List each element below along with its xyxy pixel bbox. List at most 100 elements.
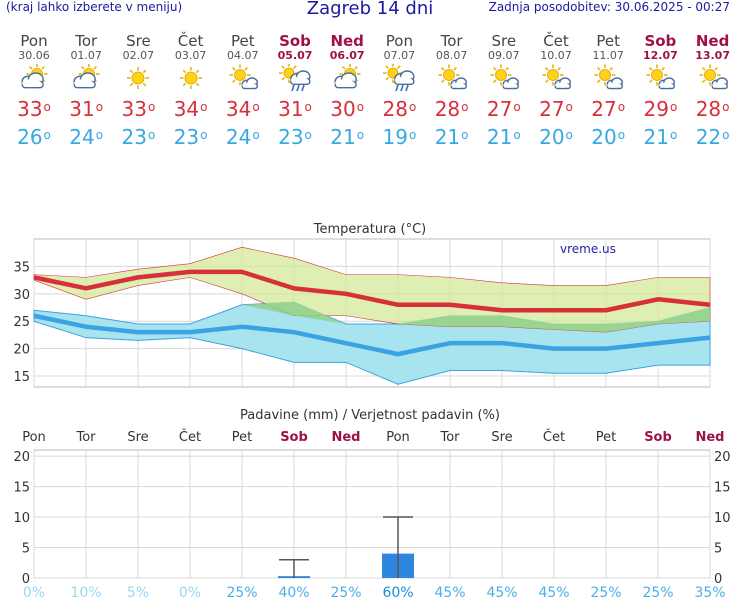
max-temp-line-point: [501, 309, 503, 311]
precip-probability: 10%: [70, 585, 101, 600]
weekday-label: Sob: [280, 430, 308, 445]
day-name: Pon: [20, 32, 48, 50]
max-temp: 30o: [330, 97, 365, 121]
sun-small-cloud-icon: [699, 64, 728, 90]
sun-small-cloud-icon: [229, 64, 258, 90]
partly-cloudy-icon: [334, 64, 361, 89]
day-date: 04.07: [227, 49, 259, 62]
day-name: Pet: [230, 32, 255, 50]
min-temp-line-point: [33, 315, 35, 317]
precip-probability: 45%: [434, 585, 465, 600]
sun-small-cloud-icon: [646, 64, 676, 90]
temperature-chart-title: Temperatura (°C): [313, 222, 426, 237]
temp-y-tick: 20: [13, 343, 30, 358]
max-temp: 27o: [486, 97, 521, 121]
precip-probability: 25%: [226, 585, 257, 600]
max-temp: 27o: [539, 97, 573, 121]
min-temp: 20o: [539, 125, 573, 149]
max-temp: 31o: [69, 97, 104, 121]
day-column: Pon 07.07 28o 19o: [373, 33, 425, 148]
day-column: Čet 03.07 34o 23o: [165, 33, 217, 148]
day-name: Ned: [330, 32, 364, 50]
day-column: Čet 10.07 27o 20o: [530, 33, 582, 148]
day-column: Ned 13.07 28o 22o: [687, 33, 739, 148]
day-column: Sob 05.07 31o 23o: [269, 33, 321, 148]
max-temp-line-point: [449, 304, 451, 306]
day-column: Tor 08.07 28o 21o: [426, 33, 478, 148]
sun-small-cloud-icon: [542, 64, 571, 90]
day-date: 30.06: [18, 49, 50, 62]
min-temp-line-point: [397, 353, 399, 355]
sun-small-cloud-icon: [490, 64, 519, 90]
sun-cloud-rain-icon: [383, 64, 415, 92]
max-temp-line-point: [189, 271, 191, 273]
min-temp-line-point: [85, 326, 87, 328]
min-temp: 24o: [225, 125, 260, 149]
day-column: Sob 12.07 29o 21o: [634, 33, 686, 148]
day-date: 01.07: [70, 49, 102, 62]
precip-y-tick-left: 0: [22, 572, 30, 587]
day-date: 12.07: [642, 49, 678, 62]
day-date: 13.07: [695, 49, 730, 62]
precip-probability: 60%: [382, 585, 413, 600]
day-name: Čet: [543, 32, 569, 50]
max-temp: 28o: [695, 97, 730, 121]
precip-probability: 0%: [179, 585, 201, 600]
day-column: Pet 04.07 34o 24o: [217, 33, 269, 148]
day-column: Ned 06.07 30o 21o: [321, 33, 373, 148]
day-date: 10.07: [540, 49, 572, 62]
weekday-label: Pon: [386, 430, 410, 445]
max-temp-line-point: [345, 293, 347, 295]
weekday-label: Tor: [439, 430, 460, 445]
precip-y-tick-left: 5: [22, 542, 30, 557]
min-temp: 21o: [486, 125, 521, 149]
day-name: Tor: [440, 32, 463, 50]
min-temp-line-point: [709, 337, 711, 339]
precip-y-tick-left: 15: [13, 481, 30, 496]
min-temp-line-point: [605, 348, 607, 350]
min-temp: 21o: [643, 125, 678, 149]
day-date: 02.07: [122, 49, 155, 62]
day-column: Tor 01.07 31o 24o: [60, 33, 112, 148]
day-name: Sre: [491, 32, 517, 50]
temp-y-tick: 35: [13, 260, 30, 275]
day-name: Tor: [75, 32, 98, 50]
sun-icon: [179, 67, 202, 89]
max-temp-line-point: [85, 287, 87, 289]
day-name: Ned: [695, 32, 730, 50]
precipitation-chart: Padavine (mm) / Verjetnost padavin (%) Po…: [13, 408, 731, 600]
sun-small-cloud-icon: [438, 64, 467, 90]
precip-probability: 25%: [590, 585, 621, 600]
day-name: Pet: [596, 32, 620, 50]
day-date: 09.07: [488, 49, 520, 62]
max-temp-line-point: [657, 298, 659, 300]
location-hint: (kraj lahko izberete v meniju): [6, 0, 183, 14]
max-temp: 27o: [591, 97, 626, 121]
partly-cloudy-icon: [73, 64, 100, 89]
sun-icon: [127, 67, 150, 89]
temp-y-tick: 25: [13, 315, 30, 330]
precip-y-tick-right: 15: [714, 481, 731, 496]
precip-y-tick-right: 20: [714, 450, 731, 465]
day-column: Pon 30.06 33o 26o: [8, 33, 60, 148]
weekday-label: Ned: [695, 430, 724, 445]
max-temp: 28o: [434, 97, 469, 121]
temp-y-tick: 30: [13, 288, 30, 303]
precip-probability: 45%: [486, 585, 517, 600]
weekday-label: Ned: [331, 430, 360, 445]
max-temp-line-point: [241, 271, 243, 273]
day-date: 06.07: [329, 49, 365, 62]
max-temp: 34o: [173, 97, 208, 121]
weekday-label: Sre: [491, 430, 512, 445]
min-temp-line-point: [293, 331, 295, 333]
max-temp-line-point: [709, 304, 711, 306]
watermark: vreme.us: [560, 242, 616, 256]
precip-probability: 45%: [538, 585, 569, 600]
max-temp: 29o: [643, 97, 678, 121]
day-name: Sre: [126, 32, 151, 50]
precip-y-tick-right: 5: [714, 542, 722, 557]
temp-y-tick: 15: [13, 370, 30, 385]
day-column: Sre 02.07 33o 23o: [112, 33, 164, 148]
precip-y-tick-left: 10: [13, 511, 30, 526]
day-column: Sre 09.07 27o 21o: [478, 33, 530, 148]
